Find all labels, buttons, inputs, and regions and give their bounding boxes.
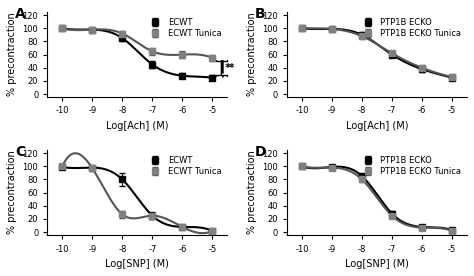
Text: **: ** [224, 63, 234, 73]
Y-axis label: % precontraction: % precontraction [246, 151, 256, 235]
Legend: PTP1B ECKO, PTP1B ECKO Tunica: PTP1B ECKO, PTP1B ECKO Tunica [358, 16, 463, 40]
Text: **: ** [226, 63, 236, 73]
Text: C: C [15, 145, 25, 160]
X-axis label: Log[Ach] (M): Log[Ach] (M) [106, 121, 169, 131]
Y-axis label: % precontraction: % precontraction [7, 151, 17, 235]
Legend: ECWT, ECWT Tunica: ECWT, ECWT Tunica [146, 154, 223, 178]
Legend: PTP1B ECKO, PTP1B ECKO Tunica: PTP1B ECKO, PTP1B ECKO Tunica [358, 154, 463, 178]
Y-axis label: % precontraction: % precontraction [7, 13, 17, 97]
Y-axis label: % precontraction: % precontraction [246, 13, 256, 97]
Text: D: D [255, 145, 266, 160]
X-axis label: Log[SNP] (M): Log[SNP] (M) [345, 259, 409, 269]
X-axis label: Log[SNP] (M): Log[SNP] (M) [105, 259, 169, 269]
Legend: ECWT, ECWT Tunica: ECWT, ECWT Tunica [146, 16, 223, 40]
Text: B: B [255, 7, 265, 22]
X-axis label: Log[Ach] (M): Log[Ach] (M) [346, 121, 408, 131]
Text: A: A [15, 7, 26, 22]
